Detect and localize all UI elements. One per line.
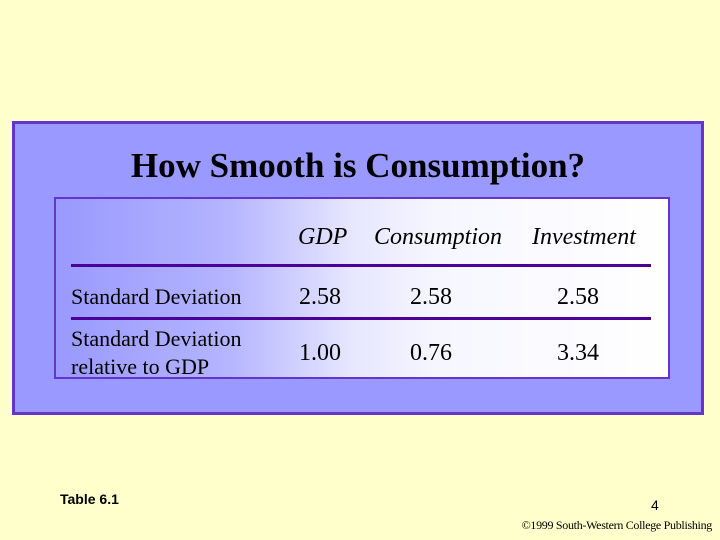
cell-rel-investment: 3.34 — [557, 340, 599, 366]
table-caption: Table 6.1 — [60, 491, 119, 507]
column-header-consumption: Consumption — [374, 224, 503, 250]
cell-sd-consumption: 2.58 — [410, 284, 452, 310]
row-label-standard-deviation: Standard Deviation — [71, 284, 242, 309]
cell-sd-investment: 2.58 — [557, 284, 599, 310]
data-table: GDP Consumption Investment Standard Devi… — [54, 197, 670, 379]
row-label-relative-line2: relative to GDP — [71, 354, 210, 379]
cell-rel-consumption: 0.76 — [410, 340, 452, 366]
copyright-notice: ©1999 South-Western College Publishing — [521, 518, 713, 532]
header-divider — [71, 264, 651, 267]
slide-title: How Smooth is Consumption? — [130, 146, 586, 185]
row-label-relative-line1: Standard Deviation — [71, 326, 242, 351]
column-header-investment: Investment — [532, 224, 636, 250]
cell-rel-gdp: 1.00 — [299, 340, 341, 366]
cell-sd-gdp: 2.58 — [299, 284, 341, 310]
row-divider — [71, 317, 651, 320]
page-number: 4 — [651, 497, 659, 513]
column-header-gdp: GDP — [298, 224, 348, 250]
slide-panel: How Smooth is Consumption? GDP Consumpti… — [12, 121, 704, 415]
